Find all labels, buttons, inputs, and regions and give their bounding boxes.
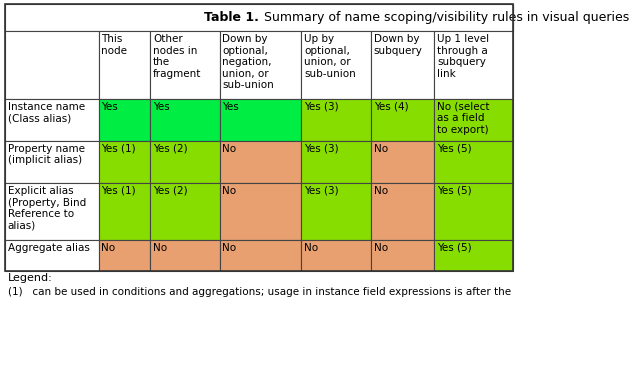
Bar	[301, 99, 371, 141]
Text: No: No	[374, 144, 388, 154]
Text: No: No	[374, 243, 388, 253]
Bar	[220, 99, 301, 141]
Bar	[150, 99, 220, 141]
Text: No: No	[102, 243, 116, 253]
Text: Yes (2): Yes (2)	[153, 186, 188, 196]
Bar	[435, 240, 513, 271]
Bar	[150, 141, 220, 183]
Text: Yes (4): Yes (4)	[374, 102, 408, 112]
Text: Summary of name scoping/visibility rules in visual queries: Summary of name scoping/visibility rules…	[260, 11, 629, 24]
Bar	[5, 240, 99, 271]
Bar	[5, 141, 99, 183]
Bar	[435, 99, 513, 141]
Text: Yes (3): Yes (3)	[304, 102, 339, 112]
Bar	[5, 4, 513, 31]
Bar	[99, 31, 150, 99]
Text: Yes (3): Yes (3)	[304, 186, 339, 196]
Bar	[150, 31, 220, 99]
Text: Yes: Yes	[153, 102, 170, 112]
Bar	[99, 240, 150, 271]
Text: Aggregate alias: Aggregate alias	[8, 243, 90, 253]
Text: Up 1 level
through a
subquery
link: Up 1 level through a subquery link	[437, 34, 489, 79]
Bar	[301, 31, 371, 99]
Bar	[5, 4, 513, 271]
Bar	[371, 240, 435, 271]
Bar	[99, 99, 150, 141]
Text: Table 1.: Table 1.	[204, 11, 259, 24]
Text: Down by
subquery: Down by subquery	[374, 34, 422, 56]
Bar	[5, 183, 99, 240]
Bar	[371, 141, 435, 183]
Bar	[99, 141, 150, 183]
Text: Instance name
(Class alias): Instance name (Class alias)	[8, 102, 85, 123]
Text: No: No	[304, 243, 318, 253]
Text: Yes (2): Yes (2)	[153, 144, 188, 154]
Bar	[5, 99, 99, 141]
Text: Yes: Yes	[102, 102, 118, 112]
Text: No: No	[223, 186, 237, 196]
Text: Yes (3): Yes (3)	[304, 144, 339, 154]
Text: Yes (5): Yes (5)	[437, 144, 472, 154]
Text: Down by
optional,
negation,
union, or
sub-union: Down by optional, negation, union, or su…	[223, 34, 274, 90]
Bar	[150, 240, 220, 271]
Bar	[99, 183, 150, 240]
Bar	[301, 183, 371, 240]
Bar	[150, 183, 220, 240]
Text: Other
nodes in
the
fragment: Other nodes in the fragment	[153, 34, 201, 79]
Text: Yes (5): Yes (5)	[437, 186, 472, 196]
Text: No: No	[153, 243, 167, 253]
Text: Property name
(implicit alias): Property name (implicit alias)	[8, 144, 84, 165]
Bar	[435, 31, 513, 99]
Bar	[435, 141, 513, 183]
Bar	[301, 141, 371, 183]
Text: Up by
optional,
union, or
sub-union: Up by optional, union, or sub-union	[304, 34, 356, 79]
Text: Explicit alias
(Property, Bind
Reference to
alias): Explicit alias (Property, Bind Reference…	[8, 186, 86, 231]
Text: Yes (1): Yes (1)	[102, 144, 136, 154]
Bar	[220, 240, 301, 271]
Bar	[5, 4, 513, 31]
Bar	[371, 183, 435, 240]
Bar	[435, 183, 513, 240]
Text: No (select
as a field
to export): No (select as a field to export)	[437, 102, 490, 135]
Bar	[220, 183, 301, 240]
Text: Yes: Yes	[223, 102, 239, 112]
Bar	[371, 99, 435, 141]
Bar	[371, 31, 435, 99]
Bar	[220, 31, 301, 99]
Text: This
node: This node	[102, 34, 127, 56]
Text: No: No	[374, 186, 388, 196]
Bar	[301, 240, 371, 271]
Text: Yes (1): Yes (1)	[102, 186, 136, 196]
Text: Legend:: Legend:	[8, 273, 52, 283]
Text: Yes (5): Yes (5)	[437, 243, 472, 253]
Bar	[5, 31, 99, 99]
Text: No: No	[223, 243, 237, 253]
Text: No: No	[223, 144, 237, 154]
Text: (1)   can be used in conditions and aggregations; usage in instance field expres: (1) can be used in conditions and aggreg…	[8, 287, 511, 296]
Bar	[220, 141, 301, 183]
